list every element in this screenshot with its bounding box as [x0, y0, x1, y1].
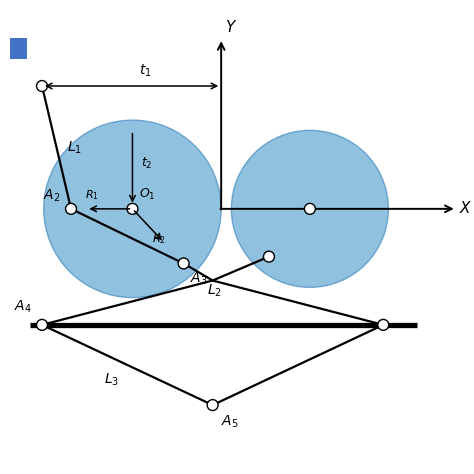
Text: $O_1$: $O_1$ — [139, 187, 156, 202]
Bar — [9, 38, 27, 59]
Circle shape — [231, 130, 388, 287]
Circle shape — [36, 81, 47, 91]
Text: $A_3$: $A_3$ — [191, 270, 208, 287]
Circle shape — [207, 400, 218, 410]
Circle shape — [378, 319, 389, 330]
Text: $R_2$: $R_2$ — [152, 232, 165, 246]
Circle shape — [264, 251, 274, 262]
Text: Y: Y — [225, 20, 234, 35]
Circle shape — [178, 258, 189, 269]
Text: $A_2$: $A_2$ — [43, 187, 61, 204]
Text: $L_2$: $L_2$ — [207, 282, 222, 299]
Circle shape — [65, 203, 76, 214]
Text: $t_2$: $t_2$ — [141, 155, 153, 171]
Text: $L_3$: $L_3$ — [104, 372, 119, 388]
Text: $L_1$: $L_1$ — [67, 139, 82, 155]
Text: $A_4$: $A_4$ — [14, 298, 32, 315]
Circle shape — [36, 319, 47, 330]
Circle shape — [304, 203, 315, 214]
Circle shape — [127, 203, 138, 214]
Circle shape — [44, 120, 221, 298]
Text: $A_5$: $A_5$ — [221, 414, 239, 430]
Text: $R_1$: $R_1$ — [85, 188, 99, 202]
Text: X: X — [460, 201, 471, 216]
Text: $t_1$: $t_1$ — [139, 63, 152, 79]
